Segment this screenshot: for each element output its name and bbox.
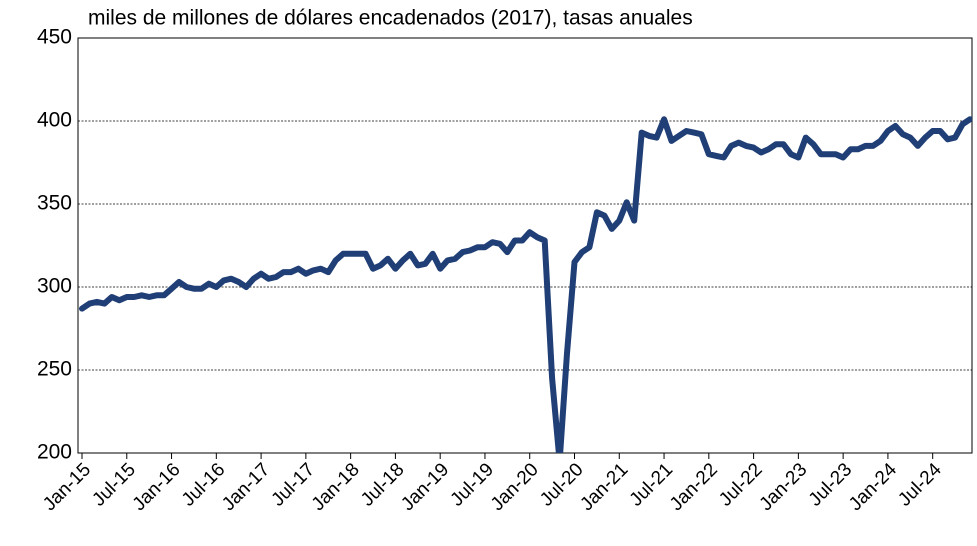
plot-frame (77, 37, 973, 454)
y-tick-label: 350 (37, 192, 72, 215)
x-tick-label: Jan-23 (756, 459, 812, 515)
x-tick-label: Jan-20 (487, 459, 543, 515)
x-tick-label: Jul-24 (894, 459, 946, 511)
y-tick-label: 450 (37, 26, 72, 49)
y-tick-label: 250 (37, 358, 72, 381)
x-tick-label: Jan-16 (129, 459, 185, 515)
y-tick-label: 300 (37, 275, 72, 298)
x-tick-label: Jan-17 (218, 459, 274, 515)
x-tick-label: Jan-24 (845, 459, 901, 515)
y-tick-label: 400 (37, 109, 72, 132)
x-tick-label: Jan-15 (39, 459, 95, 515)
x-tick-label: Jan-18 (308, 459, 364, 515)
chart-title: miles de millones de dólares encadenados… (88, 7, 693, 30)
y-tick-label: 200 (37, 441, 72, 464)
x-tick-label: Jan-21 (576, 459, 632, 515)
data-line (79, 116, 972, 453)
x-tick-label: Jan-22 (666, 459, 722, 515)
x-tick-label: Jan-19 (397, 459, 453, 515)
